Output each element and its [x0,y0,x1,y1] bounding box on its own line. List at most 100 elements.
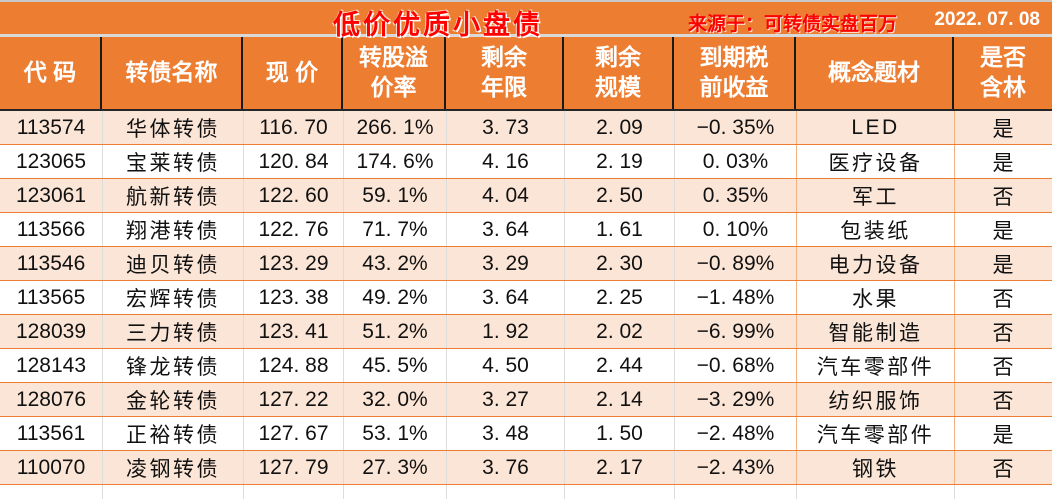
cell-premium: 49. 2% [343,281,446,314]
top-divider-line [0,0,1052,2]
table-row: 113566 翔港转债 122. 76 71. 7% 3. 64 1. 61 0. 10% 包… [0,213,1052,247]
cell-years: 3. 73 [446,111,564,144]
cell-concept: 水果 [796,281,954,314]
table-row: 128143 锋龙转债 124. 88 45. 5% 4. 50 2. 44 −0. 68%… [0,349,1052,383]
cell-price: 120. 84 [243,145,343,178]
cell-premium: 51. 2% [343,315,446,348]
cell-price: 123. 41 [243,315,343,348]
cell-size: 2. 25 [564,281,674,314]
table-row: 113574 华体转债 116. 70 266. 1% 3. 73 2. 09 −0. 35… [0,111,1052,145]
cell-code: 128039 [15,319,87,343]
cell-premium: 32. 0% [343,383,446,416]
cell-concept: 医疗设备 [796,145,954,178]
cell-concept: 军工 [796,179,954,212]
cell-size: 2. 19 [564,145,674,178]
cell-years: 4. 04 [446,179,564,212]
cell-years: 3. 29 [446,247,564,280]
cell-size: 2. 14 [564,383,674,416]
cell-yield: 0. 10% [674,213,796,246]
table-row: 110070 凌钢转债 127. 79 27. 3% 3. 76 2. 17 −2. 43%… [0,451,1052,485]
cell-code: 128076 [15,387,87,411]
cell-name: 锋龙转债 [102,349,243,382]
cell-name: 金轮转债 [102,383,243,416]
partial-next-row [0,485,1052,499]
cell-flag: 是 [954,111,1052,144]
cell-premium: 43. 2% [343,247,446,280]
header-cell-flag: 是否 含林 [980,44,1026,100]
cell-name: 正裕转债 [102,417,243,450]
cell-flag: 否 [954,383,1052,416]
cell-size: 1. 61 [564,213,674,246]
cell-years: 3. 48 [446,417,564,450]
cell-code: 113565 [16,285,86,309]
table-row: 128076 金轮转债 127. 22 32. 0% 3. 27 2. 14 −3. 29%… [0,383,1052,417]
cell-yield: −0. 89% [674,247,796,280]
header-cell-years: 剩余 年限 [446,37,564,109]
cell-size: 2. 09 [564,111,674,144]
table-row: 123061 航新转债 122. 60 59. 1% 4. 04 2. 50 0. 35% 军… [0,179,1052,213]
cell-concept: LED [796,111,954,144]
cell-concept: 包装纸 [796,213,954,246]
table-row: 113546 迪贝转债 123. 29 43. 2% 3. 29 2. 30 −0. 89%… [0,247,1052,281]
cell-code: 113561 [16,421,86,445]
cell-concept: 钢铁 [796,451,954,484]
cell-code: 113546 [16,251,86,275]
cell-years: 4. 50 [446,349,564,382]
cell-name: 凌钢转债 [102,451,243,484]
cell-yield: −0. 68% [674,349,796,382]
table-body: 113574 华体转债 116. 70 266. 1% 3. 73 2. 09 −0. 35… [0,111,1052,485]
cell-yield: −2. 48% [674,417,796,450]
header-cell-yield: 到期税 前收益 [674,37,796,109]
table-row: 113561 正裕转债 127. 67 53. 1% 3. 48 1. 50 −2. 48%… [0,417,1052,451]
cell-flag: 是 [954,417,1052,450]
header-cell-price: 现 价 [243,37,343,109]
cell-years: 3. 76 [446,451,564,484]
header-cell-premium: 转股溢 价率 [343,37,446,109]
cell-size: 2. 44 [564,349,674,382]
cell-name: 迪贝转债 [102,247,243,280]
cell-price: 122. 60 [243,179,343,212]
cell-price: 122. 76 [243,213,343,246]
cell-price: 124. 88 [243,349,343,382]
cell-concept: 汽车零部件 [796,417,954,450]
table-row: 113565 宏辉转债 123. 38 49. 2% 3. 64 2. 25 −1. 48%… [0,281,1052,315]
cell-name: 华体转债 [102,111,243,144]
table-row: 128039 三力转债 123. 41 51. 2% 1. 92 2. 02 −6. 99%… [0,315,1052,349]
cell-concept: 汽车零部件 [796,349,954,382]
cell-code: 110070 [16,455,86,479]
cell-premium: 45. 5% [343,349,446,382]
cell-premium: 59. 1% [343,179,446,212]
cell-price: 127. 79 [243,451,343,484]
title-divider-line [0,34,1052,37]
cell-years: 3. 27 [446,383,564,416]
cell-flag: 否 [954,349,1052,382]
cell-name: 三力转债 [102,315,243,348]
cell-size: 2. 50 [564,179,674,212]
cell-years: 1. 92 [446,315,564,348]
header-cell-name: 转债名称 [102,37,243,109]
cell-price: 123. 29 [243,247,343,280]
cell-price: 127. 67 [243,417,343,450]
cell-name: 宏辉转债 [102,281,243,314]
title-bar: 低价优质小盘债 来源于：可转债实盘百万 2022. 07. 08 [0,2,1052,40]
cell-code: 128143 [15,353,87,377]
cell-premium: 53. 1% [343,417,446,450]
page-title: 低价优质小盘债 [333,10,543,40]
cell-years: 4. 16 [446,145,564,178]
cell-code: 113566 [16,217,86,241]
cell-yield: −0. 35% [674,111,796,144]
cell-flag: 是 [954,247,1052,280]
cell-flag: 是 [954,213,1052,246]
cell-years: 3. 64 [446,281,564,314]
cell-yield: 0. 35% [674,179,796,212]
cell-size: 2. 30 [564,247,674,280]
cell-price: 127. 22 [243,383,343,416]
cell-years: 3. 64 [446,213,564,246]
cell-name: 航新转债 [102,179,243,212]
cell-name: 翔港转债 [102,213,243,246]
header-cell-concept: 概念题材 [796,37,954,109]
cell-price: 116. 70 [243,111,343,144]
cell-concept: 智能制造 [796,315,954,348]
cell-premium: 27. 3% [343,451,446,484]
